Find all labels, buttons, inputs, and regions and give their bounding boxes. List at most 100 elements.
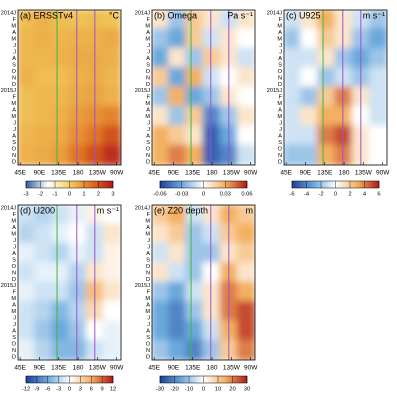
x-tick-label: 135W [223,170,241,177]
heatmap-cell [68,242,88,265]
x-tick-label: 180 [73,365,84,372]
heatmap-cell [185,281,205,303]
colorbar-tick-label: 0 [202,387,205,392]
y-tick-label: A [146,303,150,309]
heatmap-cell [202,144,222,165]
heatmap-cell [168,125,188,147]
heatmap-cell [152,86,171,108]
heatmap-cell [68,144,88,165]
y-tick-label: N [278,75,282,81]
y-tick-label: J [13,322,16,328]
heatmap-cell [168,300,188,323]
y-tick-label: N [12,270,16,276]
heatmap-cell [368,86,387,108]
heatmap-cell [202,223,222,245]
heatmap-cell [236,47,255,70]
colorbar-tick-label: 0.03 [220,192,231,198]
colorbar-tick-label: -4 [304,192,310,198]
y-tick-label: N [146,348,150,354]
heatmap-cell [185,28,205,50]
heatmap-cell [284,125,303,147]
colorbar-tick-label: -3 [56,387,61,392]
y-tick-label: J [147,49,150,55]
heatmap-cell [34,10,54,31]
heatmap-cell [18,300,37,323]
y-tick-label: S [146,335,150,341]
x-tick-label: 135E [185,365,201,372]
colorbar-tick-label: 9 [101,387,104,392]
y-tick-label: A [12,133,16,139]
heatmap-cell [185,300,205,323]
y-tick-label: O [12,69,17,75]
y-tick-label: F [13,212,17,218]
y-tick-label: D [146,159,150,165]
heatmap-cell [334,105,354,128]
heatmap-cell [317,67,337,89]
y-tick-label: J [147,322,150,328]
heatmap-cell [202,242,222,265]
x-tick-label: 135W [89,170,107,177]
y-tick-label: D [146,277,150,283]
heatmap-cell [185,47,205,70]
heatmap-cell [51,144,71,165]
heatmap-cell [102,10,121,31]
heatmap-cell [18,320,37,342]
heatmap-cell [334,28,354,50]
y-tick-label: O [146,264,151,270]
y-tick-label: A [278,133,282,139]
heatmap-cell [202,67,222,89]
y-tick-label: S [12,257,16,263]
heatmap-cell [168,339,188,360]
heatmap-cell [334,67,354,89]
y-tick-label: J [147,43,150,49]
y-tick-label: M [277,37,282,43]
heatmap-cell [34,320,54,342]
y-tick-label: A [146,251,150,257]
heatmap-cell [168,86,188,108]
heatmap-cell [18,105,37,128]
y-tick-label: M [145,37,150,43]
y-tick-label: J [13,43,16,49]
y-tick-label: F [13,95,17,101]
heatmap-cell [284,10,303,31]
panel-title: (e) Z20 depth [154,205,208,215]
y-tick-label: M [277,24,282,30]
y-tick-label: S [12,140,16,146]
heatmap-cell [236,223,255,245]
y-tick-label: J [279,43,282,49]
y-tick-label: A [12,225,16,231]
heatmap-cell [51,105,71,128]
heatmap-cell [34,144,54,165]
heatmap-cell [51,47,71,70]
heatmap-cell [102,144,121,165]
heatmap-cell [51,67,71,89]
heatmap-cell [18,205,37,226]
colorbar-tick-label: 3 [79,387,82,392]
heatmap-cell [236,144,255,165]
y-tick-label: M [11,309,16,315]
x-tick-label: 45E [14,365,26,372]
heatmap-cell [68,86,88,108]
heatmap-cell [152,47,171,70]
heatmap-cell [68,125,88,147]
heatmap-cell [34,262,54,284]
heatmap-cell [284,28,303,50]
y-tick-label: 2014J [267,11,282,17]
heatmap-cell [236,67,255,89]
heatmap-cell [168,205,188,226]
heatmap-cell [368,144,387,165]
x-tick-label: 135E [185,170,201,177]
heatmap-cell [34,242,54,265]
heatmap-cell [236,86,255,108]
heatmap-cell [185,144,205,165]
x-tick-label: 90W [244,170,258,177]
heatmap-cell [152,205,171,226]
heatmap-cell [300,125,320,147]
heatmap-cell [185,205,205,226]
heatmap-cells [18,205,121,360]
y-tick-label: A [278,108,282,114]
heatmap-cell [18,223,37,245]
heatmap-cell [236,262,255,284]
y-tick-label: J [13,127,16,133]
heatmap-cell [152,281,171,303]
